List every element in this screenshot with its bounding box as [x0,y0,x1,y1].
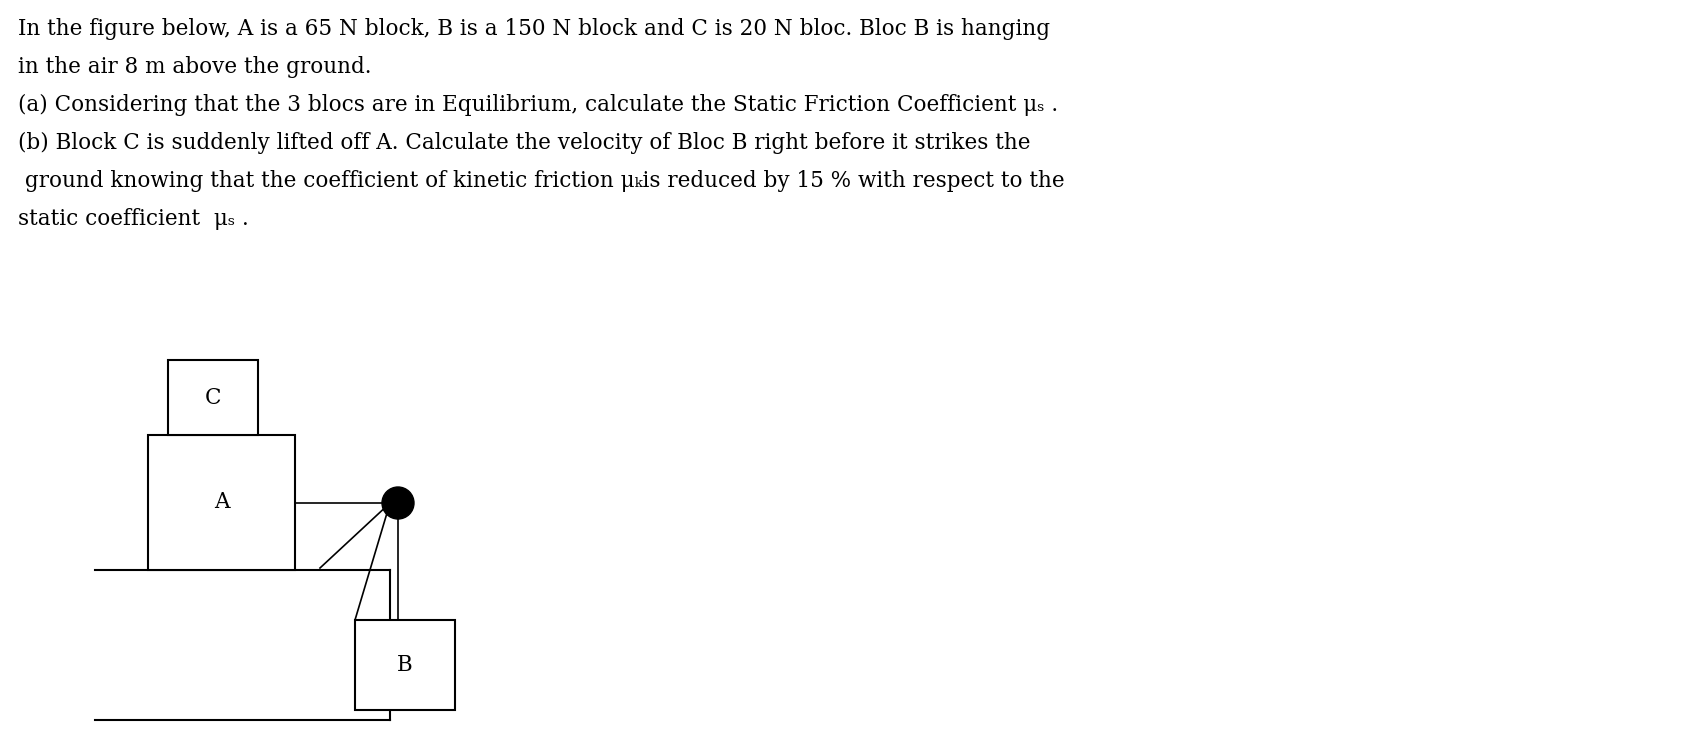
Text: In the figure below, A is a 65 N block, B is a 150 N block and C is 20 N bloc. B: In the figure below, A is a 65 N block, … [19,18,1049,40]
Bar [167,360,258,435]
Bar [355,620,454,710]
Bar [149,435,296,570]
Circle shape [382,487,414,519]
Text: A: A [213,491,230,513]
Text: ground knowing that the coefficient of kinetic friction μₖis reduced by 15 % wit: ground knowing that the coefficient of k… [19,170,1064,192]
Text: static coefficient  μₛ .: static coefficient μₛ . [19,208,248,230]
Text: in the air 8 m above the ground.: in the air 8 m above the ground. [19,56,372,78]
Text: B: B [397,654,412,676]
Text: (b) Block C is suddenly lifted off A. Calculate the velocity of Bloc B right bef: (b) Block C is suddenly lifted off A. Ca… [19,132,1030,154]
Text: (a) Considering that the 3 blocs are in Equilibrium, calculate the Static Fricti: (a) Considering that the 3 blocs are in … [19,94,1057,116]
Text: C: C [204,387,221,409]
